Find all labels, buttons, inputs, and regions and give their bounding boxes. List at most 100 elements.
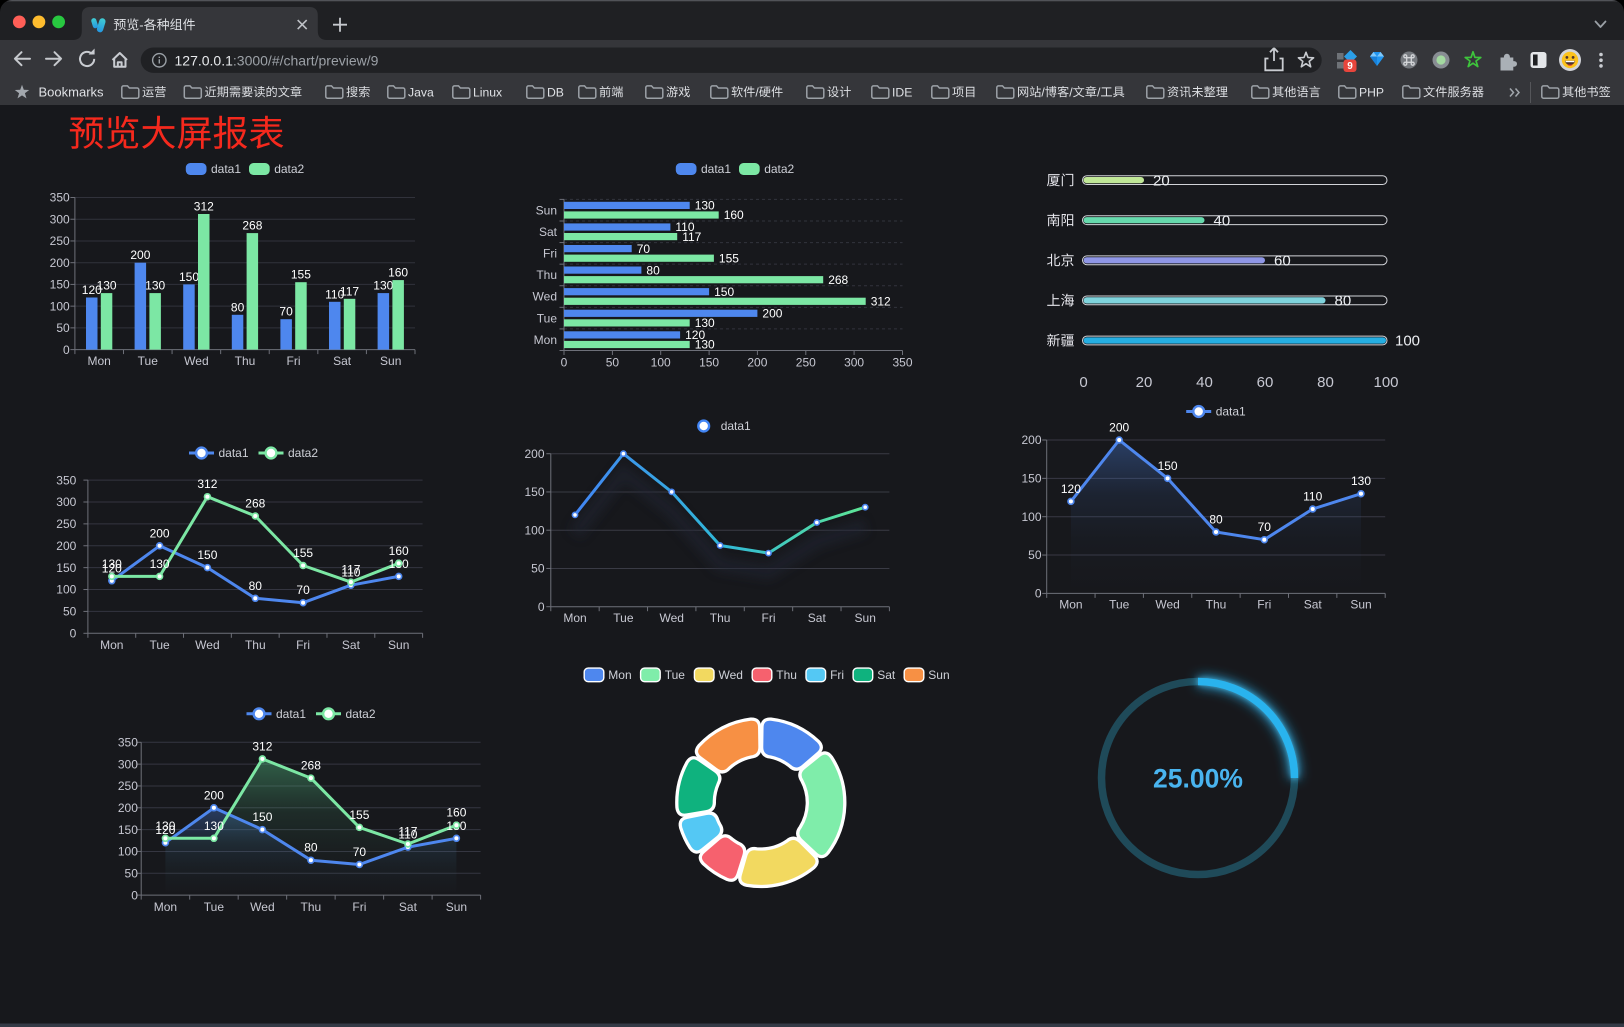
svg-text:130: 130 <box>695 316 715 330</box>
svg-text:268: 268 <box>828 273 848 287</box>
svg-text:200: 200 <box>56 539 76 553</box>
svg-text:Fri: Fri <box>287 354 301 368</box>
svg-text:200: 200 <box>747 356 767 370</box>
svg-text:PHP: PHP <box>1359 85 1384 99</box>
svg-text:150: 150 <box>524 485 544 499</box>
svg-text:130: 130 <box>97 279 117 293</box>
svg-text::3000/#/chart/preview/9: :3000/#/chart/preview/9 <box>233 52 379 68</box>
svg-text:150: 150 <box>1021 472 1041 486</box>
svg-text:150: 150 <box>118 823 138 837</box>
svg-text:312: 312 <box>197 477 217 491</box>
svg-text:Sat: Sat <box>539 225 558 239</box>
svg-text:0: 0 <box>1079 374 1087 391</box>
svg-text:Sun: Sun <box>928 668 949 682</box>
svg-text:Wed: Wed <box>184 354 208 368</box>
svg-text:Sat: Sat <box>342 638 361 652</box>
svg-text:130: 130 <box>145 279 165 293</box>
svg-text:Wed: Wed <box>250 900 274 914</box>
svg-text:Fri: Fri <box>543 247 557 261</box>
svg-text:110: 110 <box>398 828 417 842</box>
svg-text:100: 100 <box>1395 333 1420 350</box>
svg-text:Mon: Mon <box>608 668 631 682</box>
svg-text:80: 80 <box>1209 513 1223 527</box>
svg-text:60: 60 <box>1257 374 1274 391</box>
svg-text:Fri: Fri <box>296 638 310 652</box>
svg-text:312: 312 <box>194 200 214 214</box>
svg-text:120: 120 <box>155 823 175 837</box>
svg-text:9: 9 <box>1347 61 1353 72</box>
svg-text:Tue: Tue <box>1109 598 1130 612</box>
svg-text:50: 50 <box>63 605 77 619</box>
svg-text:Sun: Sun <box>446 900 467 914</box>
svg-text:70: 70 <box>637 242 651 256</box>
svg-text:130: 130 <box>695 199 715 213</box>
svg-text:Fri: Fri <box>762 611 776 625</box>
svg-text:80: 80 <box>249 579 263 593</box>
svg-text:Bookmarks: Bookmarks <box>39 85 105 100</box>
svg-text:Mon: Mon <box>563 611 586 625</box>
svg-text:268: 268 <box>245 497 265 511</box>
svg-text:250: 250 <box>118 779 138 793</box>
svg-text:Sat: Sat <box>808 611 827 625</box>
svg-text:130: 130 <box>1351 474 1371 488</box>
svg-text:150: 150 <box>1158 459 1178 473</box>
svg-text:Linux: Linux <box>473 85 502 99</box>
svg-text:130: 130 <box>150 557 170 571</box>
svg-text:100: 100 <box>118 845 138 859</box>
svg-text:117: 117 <box>340 284 359 298</box>
svg-text:Tue: Tue <box>204 900 225 914</box>
svg-text:data2: data2 <box>346 707 376 721</box>
svg-text:150: 150 <box>56 561 76 575</box>
svg-text:110: 110 <box>341 566 360 580</box>
svg-text:data1: data1 <box>276 707 306 721</box>
svg-text:Thu: Thu <box>536 268 557 282</box>
svg-text:130: 130 <box>695 338 715 352</box>
svg-text:Thu: Thu <box>245 638 266 652</box>
svg-text:117: 117 <box>682 230 701 244</box>
svg-text:IDE: IDE <box>892 85 912 99</box>
svg-text:117: 117 <box>341 563 360 577</box>
svg-text:350: 350 <box>892 356 912 370</box>
svg-text:350: 350 <box>50 191 70 205</box>
svg-text:155: 155 <box>291 268 311 282</box>
svg-text:data1: data1 <box>701 162 731 176</box>
svg-text:150: 150 <box>179 270 199 284</box>
svg-text:300: 300 <box>844 356 864 370</box>
svg-text:Tue: Tue <box>537 311 558 325</box>
svg-text:300: 300 <box>56 495 76 509</box>
svg-text:data1: data1 <box>721 419 751 433</box>
svg-text:250: 250 <box>50 234 70 248</box>
svg-text:110: 110 <box>325 287 344 301</box>
svg-text:Wed: Wed <box>719 668 743 682</box>
svg-text:Mon: Mon <box>88 354 111 368</box>
svg-text:Fri: Fri <box>830 668 844 682</box>
svg-text:100: 100 <box>1373 374 1398 391</box>
svg-text:0: 0 <box>1035 587 1042 601</box>
svg-text:110: 110 <box>675 220 694 234</box>
svg-text:Thu: Thu <box>235 354 256 368</box>
svg-text:Sat: Sat <box>399 900 418 914</box>
svg-text:300: 300 <box>50 212 70 226</box>
svg-text:0: 0 <box>131 888 138 902</box>
svg-text:/: / <box>755 85 759 99</box>
svg-text:Wed: Wed <box>195 638 219 652</box>
svg-text:50: 50 <box>125 867 139 881</box>
svg-text:200: 200 <box>130 248 150 262</box>
svg-text:Tue: Tue <box>138 354 159 368</box>
svg-text:150: 150 <box>714 285 734 299</box>
svg-text:117: 117 <box>398 825 417 839</box>
svg-text:Sun: Sun <box>536 203 557 217</box>
svg-text:/: / <box>1069 85 1073 99</box>
svg-text:Java: Java <box>408 85 434 99</box>
svg-text:100: 100 <box>50 299 70 313</box>
svg-text:70: 70 <box>279 305 293 319</box>
svg-text:120: 120 <box>102 561 122 575</box>
svg-text:data2: data2 <box>288 446 318 460</box>
svg-text:120: 120 <box>1061 482 1081 496</box>
svg-text:155: 155 <box>719 251 739 265</box>
svg-text:160: 160 <box>389 544 409 558</box>
svg-text:Fri: Fri <box>352 900 366 914</box>
svg-text:150: 150 <box>699 356 719 370</box>
svg-text:Wed: Wed <box>533 290 557 304</box>
svg-text:Sat: Sat <box>877 668 896 682</box>
